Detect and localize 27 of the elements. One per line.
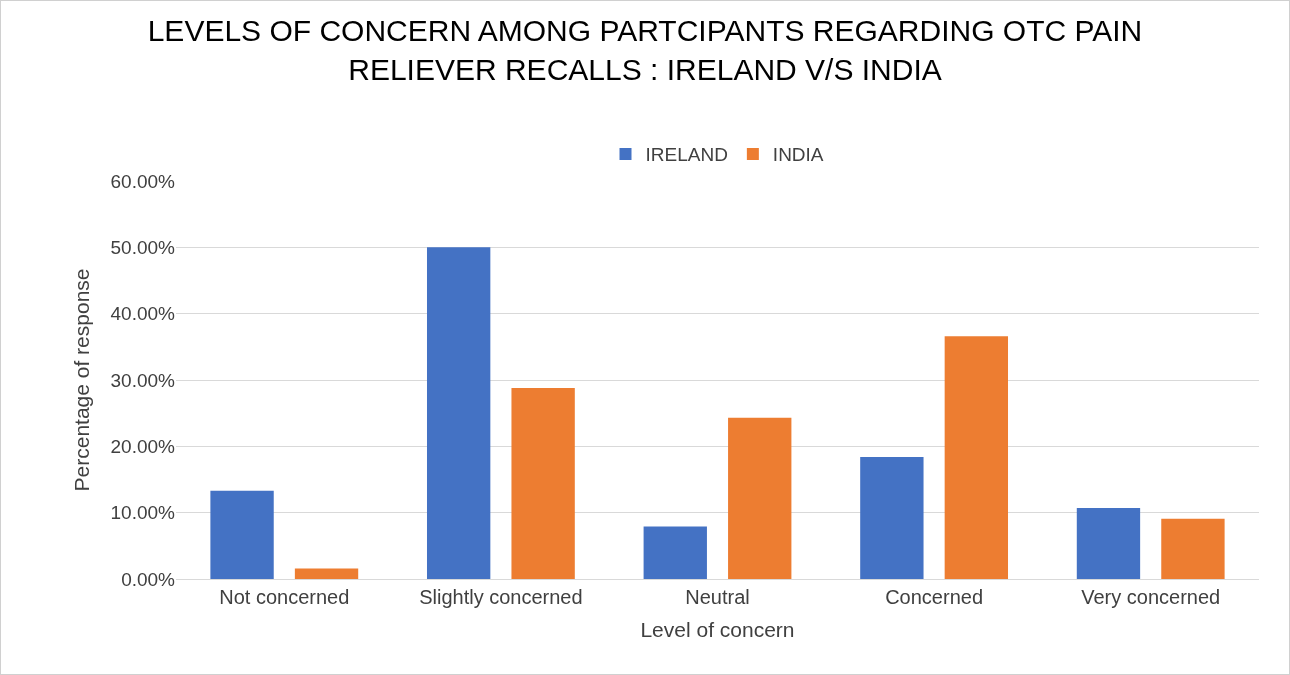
bar (294, 568, 359, 579)
bar (860, 456, 924, 579)
x-axis-title: Level of concern (640, 618, 795, 642)
bar (210, 490, 274, 579)
x-tick-label: Slightly concerned (419, 586, 583, 608)
y-tick-label: 60.00% (110, 170, 176, 192)
x-tick-label: Concerned (885, 586, 984, 608)
bar (1161, 518, 1225, 579)
bar (643, 526, 707, 579)
bar (1076, 508, 1141, 579)
x-tick-label: Neutral (685, 586, 750, 608)
y-tick-label: 40.00% (110, 303, 176, 325)
y-tick-label: 20.00% (110, 435, 176, 457)
bar (728, 417, 792, 579)
y-tick-label: 10.00% (110, 502, 176, 524)
y-tick-label: 0.00% (121, 568, 176, 590)
y-axis-title: Percentage of response (69, 268, 93, 492)
chart-title: LEVELS OF CONCERN AMONG PARTCIPANTS REGARDING OTC PAIN RELIEVER RECALLS : IRELAND V/S INDIA (147, 14, 1143, 87)
bar (511, 387, 575, 579)
x-tick-label: Very concerned (1081, 586, 1221, 608)
x-tick-label: Not concerned (219, 586, 350, 608)
legend-label: INDIA (772, 144, 824, 166)
y-tick-label: 30.00% (110, 369, 176, 391)
y-tick-label: 50.00% (110, 236, 176, 258)
legend-label: IRELAND (645, 144, 728, 166)
bar (944, 336, 1009, 579)
bar (426, 247, 491, 579)
